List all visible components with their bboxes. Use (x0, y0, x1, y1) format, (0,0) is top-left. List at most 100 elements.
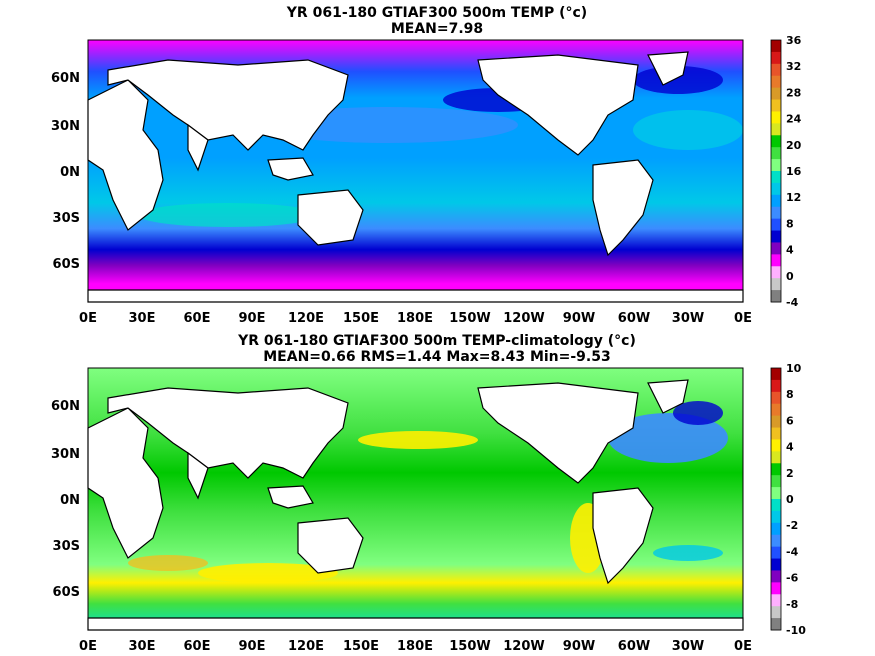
colorbar-label: -10 (786, 624, 806, 637)
colorbar-swatch (771, 415, 781, 429)
colorbar-swatch (771, 40, 781, 53)
colorbar-swatch (771, 147, 781, 160)
lat-label: 30S (53, 211, 80, 226)
colorbar-swatch (771, 206, 781, 220)
colorbar-swatch (771, 403, 781, 417)
colorbar-label: 32 (786, 60, 801, 73)
colorbar-label: 36 (786, 34, 802, 47)
lon-label: 60W (618, 311, 650, 326)
colorbar-swatch (771, 290, 781, 303)
colorbar-border (770, 367, 782, 631)
colorbar-swatch (771, 63, 781, 77)
colorbar-label: 16 (786, 165, 802, 178)
colorbar-swatch (771, 159, 781, 172)
colorbar-label: 0 (786, 493, 794, 506)
lat-label: 60N (51, 399, 80, 414)
lon-label: 0E (734, 639, 752, 654)
colorbar-label: 10 (786, 362, 802, 375)
colorbar-label: 8 (786, 388, 794, 401)
colorbar-swatch (771, 487, 781, 500)
colorbar-swatch (771, 558, 781, 571)
colorbar-swatch (771, 51, 781, 65)
colorbar-swatch (771, 618, 781, 631)
colorbar-label: -6 (786, 572, 799, 585)
colorbar-label: 28 (786, 86, 801, 99)
lon-label: 180E (397, 311, 433, 326)
colorbar-swatch (771, 111, 781, 124)
panel-1-title: YR 061-180 GTIAF300 500m TEMP (°c) (286, 5, 587, 21)
panel-2-colorbar: 10 8 6 4 2 0 -2 -4 -6 -8 -10 (770, 362, 806, 637)
lat-label: 60N (51, 71, 80, 86)
colorbar-swatch (771, 99, 781, 112)
colorbar-swatch (771, 75, 781, 89)
lat-label: 30N (51, 447, 80, 462)
lon-label: 0E (79, 639, 97, 654)
colorbar-swatch (771, 427, 781, 440)
colorbar-swatch (771, 451, 781, 464)
colorbar-label: 6 (786, 414, 794, 427)
lon-label: 120E (288, 639, 324, 654)
colorbar-label: -8 (786, 598, 798, 611)
lon-label: 0E (734, 311, 752, 326)
colorbar-swatch (771, 135, 781, 148)
lon-label: 0E (79, 311, 97, 326)
lon-label: 150W (449, 639, 490, 654)
lat-label: 0N (60, 165, 80, 180)
panel-2-lon-labels: 0E 30E 60E 90E 120E 150E 180E 150W 120W … (79, 639, 752, 654)
lon-label: 30E (129, 311, 156, 326)
lon-label: 60E (184, 311, 211, 326)
panel-1-map (87, 39, 744, 303)
lon-label: 150W (449, 311, 490, 326)
panel-1: YR 061-180 GTIAF300 500m TEMP (°c) MEAN=… (51, 5, 802, 326)
lon-label: 120W (503, 311, 544, 326)
lon-label: 30E (129, 639, 156, 654)
colorbar-label: 2 (786, 467, 794, 480)
colorbar-swatch (771, 194, 781, 208)
lon-label: 60W (618, 639, 650, 654)
lat-label: 30N (51, 119, 80, 134)
colorbar-label: 20 (786, 139, 802, 152)
colorbar-swatch (771, 171, 781, 184)
colorbar-swatch (771, 499, 781, 512)
colorbar-label: -4 (786, 545, 799, 558)
lon-label: 120E (288, 311, 324, 326)
lat-label: 0N (60, 493, 80, 508)
lon-label: 150E (343, 639, 379, 654)
colorbar-label: 24 (786, 113, 802, 126)
lat-label: 60S (53, 257, 80, 272)
lon-label: 90E (239, 639, 266, 654)
lon-label: 180E (397, 639, 433, 654)
colorbar-swatch (771, 582, 781, 595)
panel-2: YR 061-180 GTIAF300 500m TEMP-climatolog… (51, 333, 806, 654)
colorbar-swatch (771, 123, 781, 136)
colorbar-swatch (771, 606, 781, 619)
lat-label: 30S (53, 539, 80, 554)
colorbar-swatch (771, 254, 781, 267)
colorbar-swatch (771, 278, 781, 291)
colorbar-swatch (771, 594, 781, 607)
lon-label: 30W (672, 639, 704, 654)
colorbar-label: 4 (786, 441, 794, 454)
panel-1-lon-labels: 0E 30E 60E 90E 120E 150E 180E 150W 120W … (79, 311, 752, 326)
lon-label: 60E (184, 639, 211, 654)
lat-label: 60S (53, 585, 80, 600)
lon-label: 90W (563, 311, 595, 326)
colorbar-swatch (771, 182, 781, 196)
panel-2-title: YR 061-180 GTIAF300 500m TEMP-climatolog… (237, 333, 636, 349)
colorbar-swatch (771, 510, 781, 524)
colorbar-border (770, 39, 782, 303)
lon-label: 90E (239, 311, 266, 326)
colorbar-label: -4 (786, 296, 799, 309)
colorbar-swatch (771, 391, 781, 405)
colorbar-swatch (771, 218, 781, 232)
lon-label: 90W (563, 639, 595, 654)
colorbar-label: 12 (786, 191, 801, 204)
panel-1-colorbar: 36 32 28 24 20 16 12 8 4 0 -4 (770, 34, 802, 309)
colorbar-swatch (771, 230, 781, 243)
colorbar-label: -2 (786, 519, 798, 532)
colorbar-swatch (771, 266, 781, 279)
colorbar-swatch (771, 534, 781, 548)
panel-1-stats: MEAN=7.98 (391, 21, 483, 37)
lon-label: 30W (672, 311, 704, 326)
